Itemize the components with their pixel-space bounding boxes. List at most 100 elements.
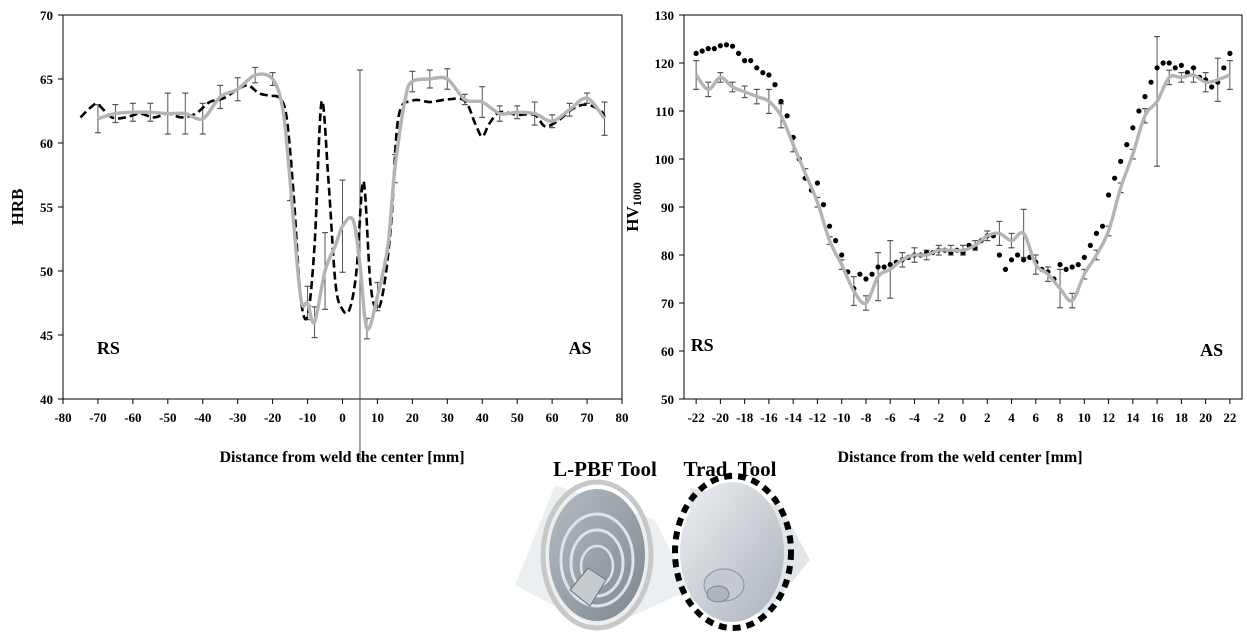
hv-trad-tool-point — [1154, 65, 1160, 71]
hv-y-tick-label: 110 — [655, 104, 674, 119]
hv-trad-tool-point — [1166, 60, 1172, 66]
hrb-lpbf-tool-line — [97, 72, 606, 332]
hv-trad-tool-point — [826, 223, 833, 229]
lpbf-tool-pin — [569, 567, 607, 607]
hrb-series — [79, 72, 606, 332]
hv-trad-tool-point — [699, 48, 705, 54]
hv-x-tick-label: 10 — [1078, 410, 1091, 425]
hv-y-tick-label: 120 — [655, 56, 675, 71]
hv-x-tick-label: 0 — [960, 410, 967, 425]
hv-trad-tool-point — [1160, 60, 1166, 66]
trad-tool-image — [672, 473, 810, 631]
hv-trad-tool-point — [869, 271, 875, 277]
hv-trad-tool-point — [996, 252, 1002, 258]
hv-trad-tool-point — [1021, 257, 1027, 263]
hv-trad-tool-point — [772, 82, 778, 88]
hrb-x-tick-label: 10 — [371, 410, 384, 425]
hv-y-tick-label: 60 — [661, 344, 674, 359]
hv-trad-tool-point — [833, 238, 839, 244]
hv-x-tick-label: -10 — [833, 410, 850, 425]
hrb-x-tick-label: -70 — [89, 410, 106, 425]
hv-x-tick-label: -14 — [785, 410, 803, 425]
hv-trad-tool-point — [778, 98, 784, 104]
hrb-chart: -80 -70 -60 -50 -40 -30 -20 -10 0 10 20 30 40 50 60 70 8… — [8, 8, 629, 466]
hv-trad-tool-point — [705, 46, 711, 52]
hv-as-annotation: AS — [1200, 340, 1223, 360]
hv-x-tick-label: 6 — [1033, 410, 1040, 425]
hrb-x-tick-label: -80 — [54, 410, 71, 425]
hrb-x-tick-label: -60 — [124, 410, 141, 425]
hv-x-tick-label: -18 — [736, 410, 754, 425]
hv-trad-tool-point — [857, 271, 863, 277]
hv-x-tick-label: 2 — [984, 410, 991, 425]
hv-trad-tool-point — [1069, 264, 1075, 270]
lpbf-tool-image — [515, 479, 690, 631]
hrb-y-tick-label: 55 — [40, 200, 54, 215]
hv-plot-area — [683, 14, 1243, 400]
hrb-tick-group: -80 -70 -60 -50 -40 -30 -20 -10 0 10 20 30 40 50 60 70 8… — [40, 8, 629, 425]
hv-trad-tool-point — [729, 43, 736, 49]
lpbf-tool-label: L-PBF Tool — [553, 457, 657, 481]
hv-x-tick-label: -6 — [885, 410, 896, 425]
hv-trad-tool-point — [1063, 266, 1069, 272]
hv-trad-tool-point — [1130, 125, 1136, 131]
hv-trad-tool-point — [1227, 50, 1233, 57]
hv-series — [693, 42, 1233, 306]
hv-x-tick-label: -2 — [933, 410, 944, 425]
hv-trad-tool-point — [1008, 257, 1015, 263]
hv-x-tick-label: -22 — [687, 410, 704, 425]
hv-x-tick-label: 4 — [1008, 410, 1015, 425]
hrb-y-tick-label: 40 — [40, 392, 53, 407]
hrb-x-tick-label: -10 — [299, 410, 316, 425]
hv-trad-tool-point — [717, 43, 723, 49]
lpbf-tool-shoulder — [549, 489, 645, 621]
hv-x-tick-label: 8 — [1057, 410, 1064, 425]
hv-y-tick-label: 70 — [661, 296, 674, 311]
hv-trad-tool-point — [760, 70, 766, 76]
hv-x-tick-label: 22 — [1223, 410, 1236, 425]
hv-trad-tool-point — [875, 264, 881, 270]
hv-trad-tool-point — [1148, 79, 1154, 85]
hv-trad-tool-point — [1221, 65, 1227, 71]
hrb-y-tick-label: 70 — [40, 8, 53, 23]
hv-chart: -22 -20 -18 -16 -14 -12 -10 -8 -6 -4 -2 0 2 4 6 8 10 12 14… — [623, 8, 1243, 466]
hv-trad-tool-point — [881, 264, 887, 270]
hv-x-tick-label: -12 — [809, 410, 826, 425]
hv-trad-tool-point — [1190, 65, 1197, 71]
hv-lpbf-tool-line — [694, 73, 1231, 306]
hv-trad-tool-point — [1112, 175, 1118, 181]
hrb-x-tick-label: -30 — [229, 410, 246, 425]
hv-trad-tool-point — [1014, 252, 1021, 258]
hv-y-axis-label-sub: 1000 — [630, 182, 644, 206]
hrb-x-tick-label: -20 — [264, 410, 281, 425]
lpbf-tool-outline-ring — [540, 479, 654, 631]
hrb-x-tick-label: 80 — [616, 410, 629, 425]
hv-x-tick-label: -16 — [760, 410, 778, 425]
hv-trad-tool-point — [1081, 254, 1087, 260]
hv-x-tick-label: 12 — [1102, 410, 1115, 425]
hv-x-tick-label: 20 — [1199, 410, 1212, 425]
hrb-x-tick-label: 60 — [546, 410, 559, 425]
hv-y-axis-label-main: HV — [623, 206, 642, 232]
hv-tick-group: -22 -20 -18 -16 -14 -12 -10 -8 -6 -4 -2 0 2 4 6 8 10 12 14… — [655, 8, 1237, 425]
hv-x-axis-label: Distance from the weld center [mm] — [837, 449, 1082, 466]
hrb-x-axis-label: Distance from weld the center [mm] — [219, 449, 464, 466]
hv-x-tick-label: -8 — [861, 410, 872, 425]
hv-trad-tool-point — [1118, 158, 1124, 164]
hv-trad-tool-point — [723, 42, 730, 48]
hv-trad-tool-point — [1124, 142, 1130, 148]
hv-x-tick-label: -20 — [712, 410, 729, 425]
lpbf-tool-scroll-2 — [569, 528, 625, 598]
hrb-x-tick-label: 50 — [511, 410, 524, 425]
hrb-x-tick-label: 40 — [476, 410, 489, 425]
hv-trad-tool-point — [1136, 108, 1142, 114]
hv-y-tick-label: 90 — [661, 200, 674, 215]
hv-y-axis-label: HV1000 — [623, 182, 644, 232]
hv-trad-tool-point — [1057, 262, 1063, 268]
hv-rs-annotation: RS — [691, 335, 714, 355]
trad-tool-shoulder — [680, 482, 784, 622]
hv-trad-tool-point — [839, 252, 845, 258]
hv-x-tick-label: -4 — [909, 410, 920, 425]
trad-tool-outline-ring — [672, 473, 794, 631]
